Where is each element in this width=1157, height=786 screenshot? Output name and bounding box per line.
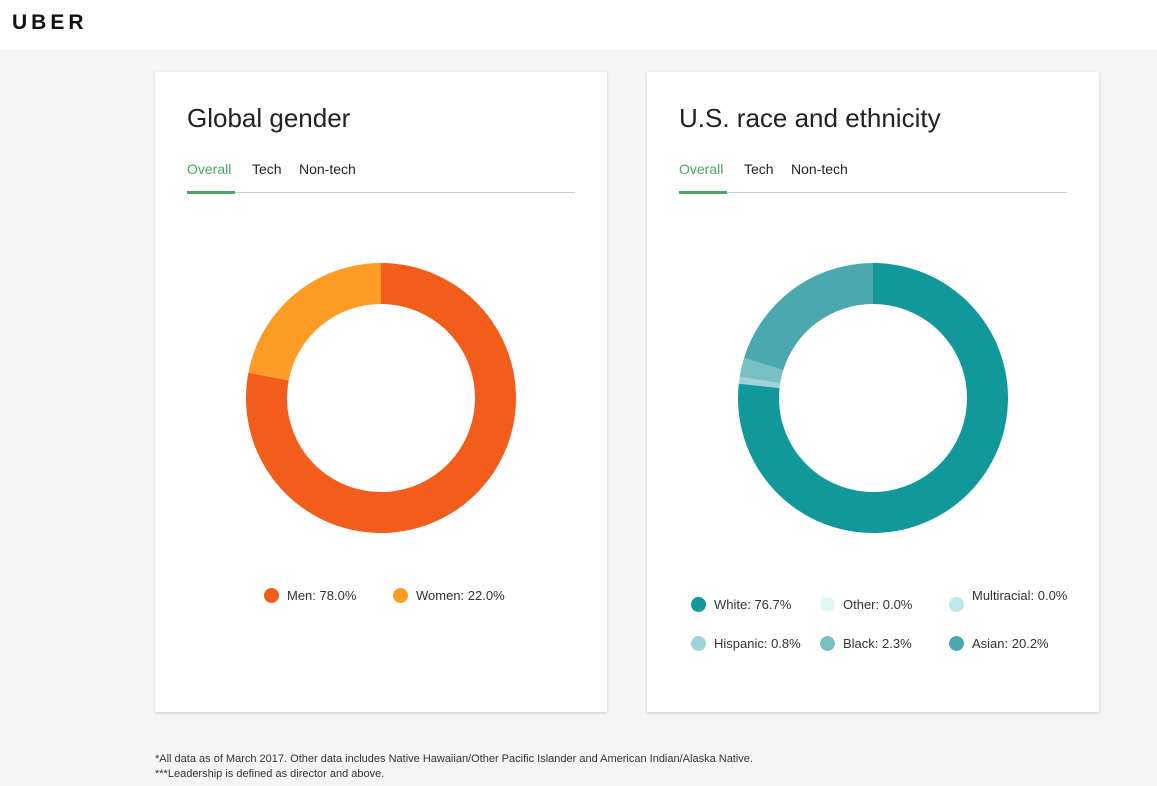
donut-slice-white	[738, 263, 1008, 533]
legend-dot-women	[393, 588, 408, 603]
uber-logo[interactable]: UBER	[12, 11, 88, 34]
legend-label-other: Other: 0.0%	[843, 597, 913, 612]
legend-dot-black	[820, 636, 835, 651]
legend-label-men: Men: 78.0%	[287, 588, 357, 603]
race-card: U.S. race and ethnicity Overall Tech Non…	[647, 72, 1099, 712]
legend-dot-asian	[949, 636, 964, 651]
legend-label-black: Black: 2.3%	[843, 636, 912, 651]
tab-non-tech[interactable]: Non-tech	[299, 161, 356, 177]
gender-donut-chart	[246, 263, 517, 533]
donut-slice-hispanic	[738, 376, 781, 388]
tab-non-tech[interactable]: Non-tech	[791, 161, 848, 177]
footnote-leadership: ***Leadership is defined as director and…	[155, 768, 385, 780]
legend-label-women: Women: 22.0%	[416, 588, 505, 603]
footnote-data-date: *All data as of March 2017. Other data i…	[155, 753, 753, 765]
legend-label-white: White: 76.7%	[714, 597, 792, 612]
legend-dot-multiracial	[949, 597, 964, 612]
tab-overall[interactable]: Overall	[187, 161, 235, 194]
tab-overall[interactable]: Overall	[679, 161, 727, 194]
donut-slice-women	[248, 263, 381, 381]
legend-label-asian: Asian: 20.2%	[972, 636, 1049, 651]
legend-dot-other	[820, 597, 835, 612]
tab-tech[interactable]: Tech	[744, 161, 774, 177]
legend-dot-men	[264, 588, 279, 603]
donut-slice-men	[246, 263, 517, 533]
legend-label-hispanic: Hispanic: 0.8%	[714, 636, 801, 651]
race-donut-chart	[738, 263, 1008, 533]
legend-dot-white	[691, 597, 706, 612]
legend-label-multiracial: Multiracial: 0.0%	[972, 588, 1068, 603]
donut-slice-asian	[744, 263, 873, 371]
race-tabs: Overall Tech Non-tech	[679, 161, 1067, 194]
card-title: U.S. race and ethnicity	[679, 103, 941, 133]
gender-card: Global gender Overall Tech Non-tech Men:…	[155, 72, 607, 712]
gender-tabs: Overall Tech Non-tech	[187, 161, 575, 194]
card-title: Global gender	[187, 103, 351, 133]
donut-slice-black	[739, 357, 784, 384]
legend-dot-hispanic	[691, 636, 706, 651]
footnotes: *All data as of March 2017. Other data i…	[155, 752, 753, 782]
top-bar: UBER	[0, 0, 1157, 50]
tab-tech[interactable]: Tech	[252, 161, 282, 177]
